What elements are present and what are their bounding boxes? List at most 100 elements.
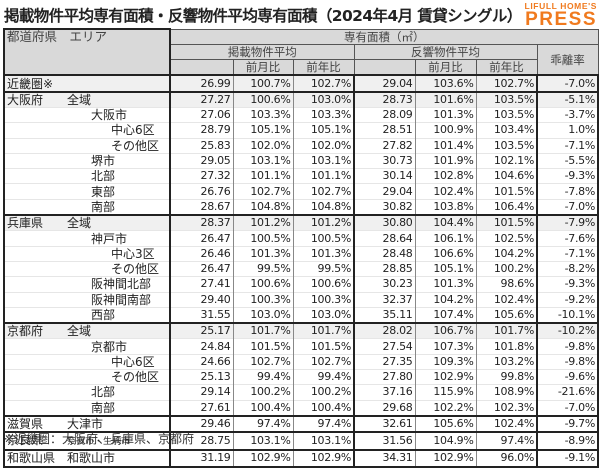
gap-rate-cell: -9.2% bbox=[536, 291, 599, 308]
listed-mom-cell: 101.1% bbox=[232, 168, 293, 184]
listed-mom-cell: 102.9% bbox=[232, 449, 293, 468]
table-row: その他区 25.83 102.0% 102.0% 27.82 101.4% 103.5% -7… bbox=[3, 137, 599, 154]
area-name: 東部 bbox=[91, 184, 116, 199]
listed-mom-cell: 103.0% bbox=[232, 306, 293, 324]
listed-mom-cell: 100.6% bbox=[232, 276, 293, 293]
listed-yoy-cell: 101.7% bbox=[292, 322, 354, 339]
listed-area-cell: 25.83 bbox=[169, 137, 233, 154]
table-row: 堺市 29.05 103.1% 103.1% 30.73 101.9% 102.1% -5.5… bbox=[3, 152, 599, 169]
inquired-mom-cell: 105.1% bbox=[414, 260, 476, 277]
row-label: 北部 bbox=[3, 384, 171, 401]
listed-mom-cell: 102.0% bbox=[232, 137, 293, 154]
table-row: 滋賀県 大津市 29.46 97.4% 97.4% 32.61 105.6% 102.4% -9… bbox=[3, 414, 599, 433]
area-name: 西部 bbox=[91, 307, 116, 322]
listed-area-cell: 27.06 bbox=[169, 106, 233, 123]
area-name: 神戸市 bbox=[91, 231, 128, 246]
inquired-mom-cell: 107.4% bbox=[414, 306, 476, 324]
row-label: 東部 bbox=[3, 183, 171, 200]
inquired-mom-cell: 105.6% bbox=[414, 414, 476, 433]
inquired-area-cell: 27.54 bbox=[353, 338, 415, 355]
listed-yoy-cell: 99.4% bbox=[292, 369, 354, 385]
header-inquired-yoy: 前年比 bbox=[475, 59, 538, 76]
listed-yoy-cell: 100.5% bbox=[292, 230, 354, 247]
header-gap: 乖離率 bbox=[536, 43, 599, 76]
table-row: 南部 27.61 100.4% 100.4% 29.68 102.2% 102.3% -7.0… bbox=[3, 399, 599, 416]
listed-yoy-cell: 101.5% bbox=[292, 338, 354, 355]
area-name: 全域 bbox=[67, 92, 92, 107]
gap-rate-cell: -9.6% bbox=[536, 369, 599, 385]
inquired-mom-cell: 106.6% bbox=[414, 245, 476, 262]
row-label: 京都府 全域 bbox=[3, 322, 171, 339]
listed-yoy-cell: 97.4% bbox=[292, 414, 354, 433]
gap-rate-cell: -9.8% bbox=[536, 338, 599, 355]
gap-rate-cell: -5.5% bbox=[536, 152, 599, 169]
listed-mom-cell: 102.7% bbox=[232, 183, 293, 200]
listed-area-cell: 24.84 bbox=[169, 338, 233, 355]
row-label: 近畿圏※ bbox=[3, 74, 171, 92]
listed-mom-cell: 100.7% bbox=[232, 74, 293, 92]
inquired-mom-cell: 100.9% bbox=[414, 122, 476, 139]
listed-yoy-cell: 101.2% bbox=[292, 214, 354, 231]
listed-area-cell: 29.40 bbox=[169, 291, 233, 308]
header-area: 専有面積（㎡） bbox=[169, 28, 599, 45]
listed-yoy-cell: 102.9% bbox=[292, 449, 354, 468]
inquired-area-cell: 29.68 bbox=[353, 399, 415, 416]
table-row: 大阪市 27.06 103.3% 103.3% 28.09 101.3% 103.5% -3.… bbox=[3, 106, 599, 123]
table-row: 北部 29.14 100.2% 100.2% 37.16 115.9% 108.9% -21.… bbox=[3, 384, 599, 401]
row-label: 中心6区 bbox=[3, 353, 171, 370]
inquired-yoy-cell: 104.2% bbox=[475, 245, 537, 262]
gap-rate-cell: -5.1% bbox=[536, 90, 599, 108]
inquired-yoy-cell: 103.2% bbox=[475, 353, 537, 370]
gap-rate-cell: 1.0% bbox=[536, 122, 599, 139]
area-name: 中心6区 bbox=[111, 123, 155, 138]
listed-mom-cell: 100.5% bbox=[232, 230, 293, 247]
gap-rate-cell: -7.1% bbox=[536, 137, 599, 154]
listed-mom-cell: 101.5% bbox=[232, 338, 293, 355]
row-label: 中心3区 bbox=[3, 245, 171, 262]
inquired-mom-cell: 102.8% bbox=[414, 168, 476, 184]
inquired-mom-cell: 101.6% bbox=[414, 90, 476, 108]
table-row: 和歌山県 和歌山市 31.19 102.9% 102.9% 34.31 102.9% 96.0… bbox=[3, 449, 599, 468]
listed-mom-cell: 103.1% bbox=[232, 431, 293, 451]
listed-yoy-cell: 103.0% bbox=[292, 90, 354, 108]
table-row: 東部 26.76 102.7% 102.7% 29.04 102.4% 101.5% -7.8… bbox=[3, 183, 599, 200]
row-label: 奈良県 奈良市・生駒市 bbox=[3, 431, 171, 451]
table-row: 京都市 24.84 101.5% 101.5% 27.54 107.3% 101.8% -9.… bbox=[3, 338, 599, 355]
listed-area-cell: 28.75 bbox=[169, 431, 233, 451]
header-region: 都道府県 エリア bbox=[3, 27, 171, 77]
table-row: 京都府 全域 25.17 101.7% 101.7% 28.02 106.7% 101.7% -… bbox=[3, 322, 599, 339]
area-name: 全域 bbox=[67, 324, 92, 339]
inquired-area-cell: 28.51 bbox=[353, 122, 415, 139]
inquired-area-cell: 32.61 bbox=[353, 414, 415, 433]
inquired-mom-cell: 102.2% bbox=[414, 399, 476, 416]
inquired-area-cell: 27.35 bbox=[353, 353, 415, 370]
inquired-yoy-cell: 97.4% bbox=[475, 431, 537, 451]
inquired-yoy-cell: 105.6% bbox=[475, 306, 537, 324]
row-label: 阪神間北部 bbox=[3, 276, 171, 293]
inquired-yoy-cell: 102.7% bbox=[475, 74, 537, 92]
gap-rate-cell: -7.0% bbox=[536, 399, 599, 416]
listed-mom-cell: 99.5% bbox=[232, 260, 293, 277]
area-name: 北部 bbox=[91, 385, 116, 400]
row-label: 堺市 bbox=[3, 152, 171, 169]
prefecture-name: 京都府 bbox=[7, 324, 44, 339]
inquired-yoy-cell: 101.8% bbox=[475, 338, 537, 355]
row-label: その他区 bbox=[3, 369, 171, 385]
inquired-area-cell: 27.80 bbox=[353, 369, 415, 385]
listed-area-cell: 26.46 bbox=[169, 245, 233, 262]
inquired-mom-cell: 103.6% bbox=[414, 74, 476, 92]
logo-top-text: LIFULL HOME'S bbox=[524, 1, 597, 11]
table-row: その他区 25.13 99.4% 99.4% 27.80 102.9% 99.8% -9.6% bbox=[3, 369, 599, 385]
row-label: 神戸市 bbox=[3, 230, 171, 247]
listed-mom-cell: 101.3% bbox=[232, 245, 293, 262]
area-table: 都道府県 エリア 専有面積（㎡） 掲載物件平均 反響物件平均 乖離率 前月比 前… bbox=[3, 27, 599, 468]
area-name: 京都市 bbox=[91, 339, 128, 354]
row-label: 西部 bbox=[3, 306, 171, 324]
inquired-area-cell: 31.56 bbox=[353, 431, 415, 451]
listed-yoy-cell: 100.2% bbox=[292, 384, 354, 401]
listed-area-cell: 27.27 bbox=[169, 90, 233, 108]
inquired-area-cell: 28.48 bbox=[353, 245, 415, 262]
listed-yoy-cell: 99.5% bbox=[292, 260, 354, 277]
row-label: 南部 bbox=[3, 399, 171, 416]
listed-mom-cell: 99.4% bbox=[232, 369, 293, 385]
